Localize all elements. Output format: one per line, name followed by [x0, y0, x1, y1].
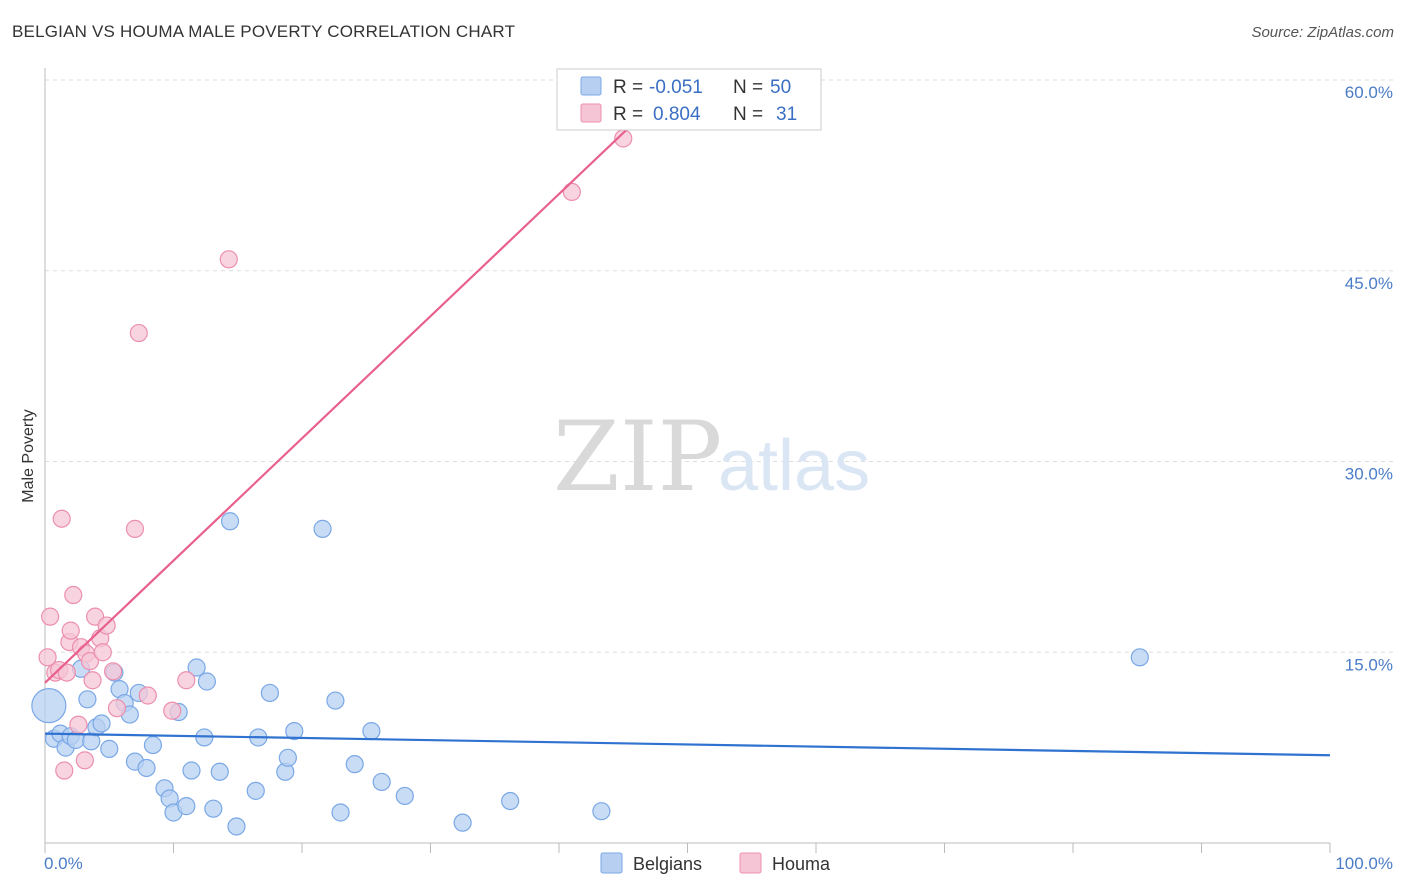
houma-point-9 — [64, 585, 83, 605]
belgians-point-27 — [197, 672, 217, 691]
belgians-point-24 — [177, 797, 196, 816]
belgians-point-29 — [204, 799, 223, 818]
houma-point-5 — [55, 761, 74, 780]
legend-swatch-belgians — [580, 76, 602, 96]
belgians-point-48 — [592, 802, 611, 821]
belgians-point-38 — [285, 721, 304, 741]
belgians-point-41 — [331, 803, 350, 822]
houma-point-12 — [75, 751, 94, 770]
belgians-point-11 — [100, 739, 119, 758]
belgians-trend-line — [44, 732, 1331, 757]
belgians-point-30 — [210, 762, 229, 781]
bottom-legend-label-houma: Houma — [772, 854, 831, 874]
belgians-point-31 — [220, 512, 240, 531]
x-tick-label-0: 0.0% — [44, 854, 83, 873]
houma-point-28 — [562, 182, 581, 202]
bottom-legend: Belgians Houma — [600, 852, 831, 874]
houma-point-6 — [57, 663, 76, 682]
watermark-zip: ZIP — [553, 401, 722, 513]
houma-point-0 — [38, 648, 57, 667]
legend-n-value-belgians: 50 — [770, 77, 791, 98]
belgians-point-35 — [260, 683, 279, 703]
chart-title: BELGIAN VS HOUMA MALE POVERTY CORRELATIO… — [12, 22, 516, 41]
belgians-point-39 — [313, 519, 332, 538]
houma-trend-line — [44, 89, 669, 684]
houma-point-4 — [52, 509, 71, 528]
bottom-legend-label-belgians: Belgians — [633, 854, 702, 874]
legend-r-value-houma: 0.804 — [653, 104, 701, 125]
y-tick-label-0: 15.0% — [1345, 655, 1393, 674]
legend-r-label-belgians: R = — [613, 77, 643, 98]
belgians-point-45 — [395, 786, 414, 806]
belgians-point-18 — [137, 758, 156, 778]
belgians-point-40 — [326, 691, 345, 710]
belgians-point-26 — [187, 658, 206, 677]
legend-box: R = -0.051 N = 50 R = 0.804 N = 31 — [556, 68, 822, 131]
houma-point-10 — [69, 715, 88, 734]
houma-point-26 — [177, 671, 196, 690]
houma-point-1 — [41, 607, 60, 626]
source-credit: Source: ZipAtlas.com — [1251, 24, 1394, 41]
houma-point-25 — [163, 701, 182, 720]
legend-r-value-belgians: -0.051 — [649, 77, 703, 98]
belgians-point-0 — [31, 688, 67, 724]
legend-n-value-houma: 31 — [776, 104, 797, 125]
legend-n-label-houma: N = — [733, 104, 763, 125]
grid-layer — [45, 79, 1395, 653]
belgians-point-46 — [453, 813, 472, 832]
belgians-point-19 — [143, 735, 163, 755]
x-tick-label-1: 100.0% — [1335, 854, 1393, 873]
houma-point-22 — [125, 519, 145, 538]
houma-point-24 — [138, 686, 157, 705]
trend-layer — [44, 89, 1331, 757]
belgians-point-43 — [362, 721, 381, 741]
belgians-point-32 — [227, 817, 246, 836]
bottom-legend-swatch-houma — [739, 852, 762, 874]
x-tick-labels: 0.0% 100.0% — [44, 854, 1393, 873]
belgians-point-37 — [278, 748, 297, 767]
legend-r-label-houma: R = — [613, 104, 643, 125]
y-tick-label-3: 60.0% — [1345, 83, 1393, 102]
legend-n-label-belgians: N = — [733, 77, 763, 98]
watermark-atlas: atlas — [718, 426, 870, 506]
y-tick-label-2: 45.0% — [1345, 274, 1393, 293]
belgians-point-42 — [345, 755, 364, 774]
belgians-point-25 — [182, 761, 201, 780]
houma-point-20 — [104, 662, 123, 681]
belgians-point-49 — [1130, 648, 1149, 667]
houma-point-27 — [219, 250, 238, 269]
belgians-point-7 — [78, 690, 97, 709]
belgians-point-33 — [246, 781, 265, 800]
belgians-point-10 — [92, 714, 111, 733]
y-tick-label-1: 30.0% — [1345, 465, 1393, 484]
bottom-legend-swatch-belgians — [600, 852, 623, 874]
belgians-point-44 — [372, 772, 391, 792]
houma-point-8 — [61, 621, 80, 640]
houma-point-14 — [80, 652, 100, 671]
houma-point-21 — [107, 699, 127, 718]
houma-point-18 — [93, 643, 112, 662]
y-axis-label: Male Poverty — [20, 409, 37, 502]
houma-point-15 — [83, 671, 102, 690]
legend-swatch-houma — [580, 103, 602, 123]
y-tick-labels: 15.0% 30.0% 45.0% 60.0% — [1345, 83, 1393, 674]
belgians-point-47 — [501, 791, 520, 811]
watermark: ZIP atlas — [553, 401, 870, 513]
series-belgians — [31, 512, 1149, 836]
houma-point-23 — [129, 323, 148, 343]
